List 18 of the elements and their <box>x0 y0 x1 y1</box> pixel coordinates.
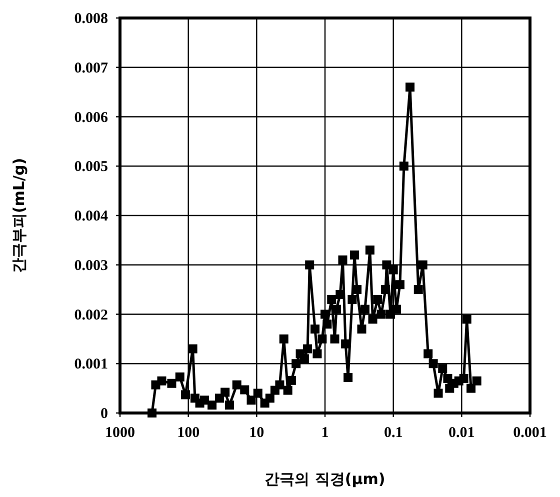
x-tick-label: 10 <box>249 425 264 441</box>
x-tick-label: 1000 <box>105 425 135 441</box>
y-axis-title: 간극부피(mL/g) <box>10 158 28 274</box>
y-tick-label: 0.005 <box>74 159 108 176</box>
y-tick-label: 0 <box>100 406 108 422</box>
y-tick-label: 0.008 <box>74 11 108 27</box>
x-tick-label: 100 <box>177 425 200 441</box>
y-tick-label: 0.003 <box>74 258 108 274</box>
x-axis-title: 간극의 직경(μm) <box>264 470 386 488</box>
x-tick-label: 0.01 <box>448 425 475 441</box>
x-tick-label: 0.001 <box>513 425 547 441</box>
y-tick-label: 0.004 <box>74 208 108 224</box>
x-tick-label: 0.1 <box>384 425 403 441</box>
y-tick-label: 0.007 <box>74 60 108 76</box>
x-tick-label: 1 <box>321 425 329 441</box>
y-tick-label: 0.001 <box>74 356 108 373</box>
y-tick-label: 0.002 <box>74 307 108 324</box>
y-tick-label: 0.006 <box>74 110 108 126</box>
